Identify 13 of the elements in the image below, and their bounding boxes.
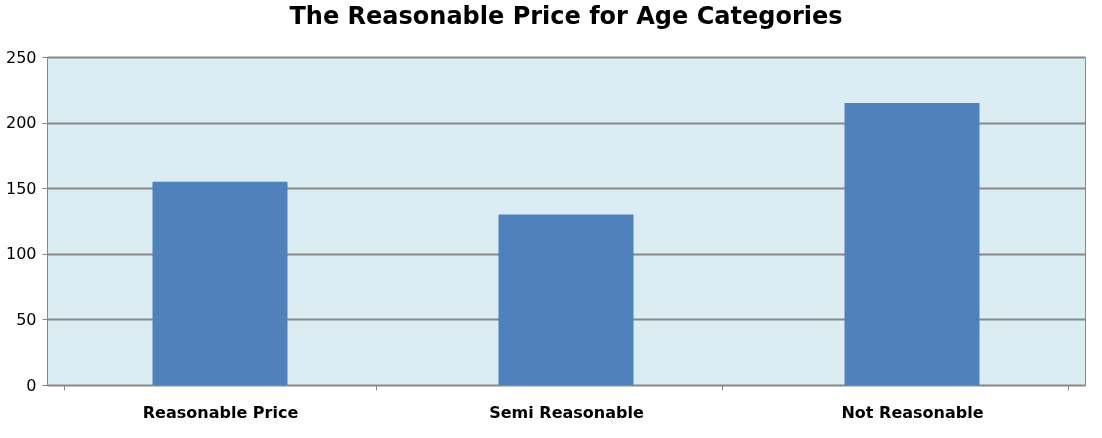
x-tick-label: Reasonable Price xyxy=(142,402,299,422)
y-tick-label: 100 xyxy=(5,244,37,264)
y-tick-label: 200 xyxy=(5,113,37,133)
bar xyxy=(152,181,288,385)
y-tick-label: 250 xyxy=(5,47,37,67)
y-tick-label: 150 xyxy=(5,178,37,198)
bar xyxy=(498,214,634,385)
x-tick-label: Semi Reasonable xyxy=(489,402,644,422)
bar xyxy=(844,102,980,385)
y-tick-label: 0 xyxy=(26,375,37,395)
x-tick-label: Not Reasonable xyxy=(841,402,984,422)
y-tick-label: 50 xyxy=(16,309,37,329)
chart-title: The Reasonable Price for Age Categories xyxy=(289,2,843,30)
